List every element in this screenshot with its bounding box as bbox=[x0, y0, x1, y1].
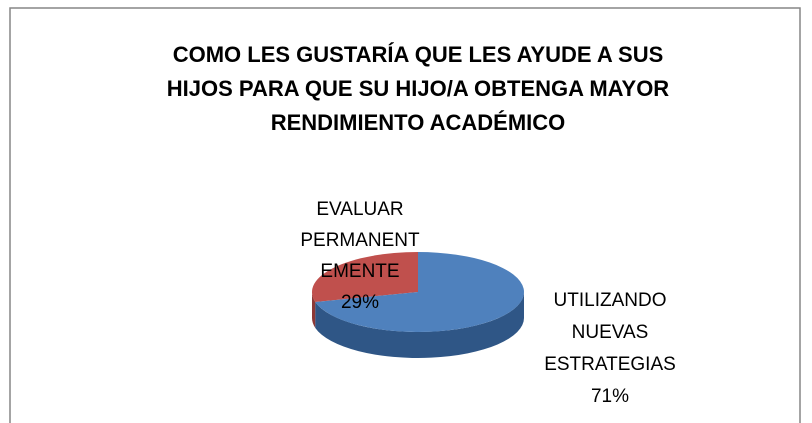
data-label-value: 29% bbox=[341, 292, 379, 313]
data-label-value: 71% bbox=[591, 386, 629, 407]
slice bbox=[311, 252, 418, 302]
slice-side bbox=[312, 292, 316, 328]
data-label-category: EVALUAR PERMANENT EMENTE bbox=[300, 199, 420, 282]
chart-frame bbox=[9, 7, 801, 423]
chart-title: COMO LES GUSTARÍA QUE LES AYUDE A SUS HIJ… bbox=[167, 42, 670, 135]
data-label-category: UTILIZANDO NUEVAS ESTRATEGIAS bbox=[544, 290, 676, 375]
slice bbox=[315, 252, 524, 333]
slice-side bbox=[315, 292, 524, 359]
